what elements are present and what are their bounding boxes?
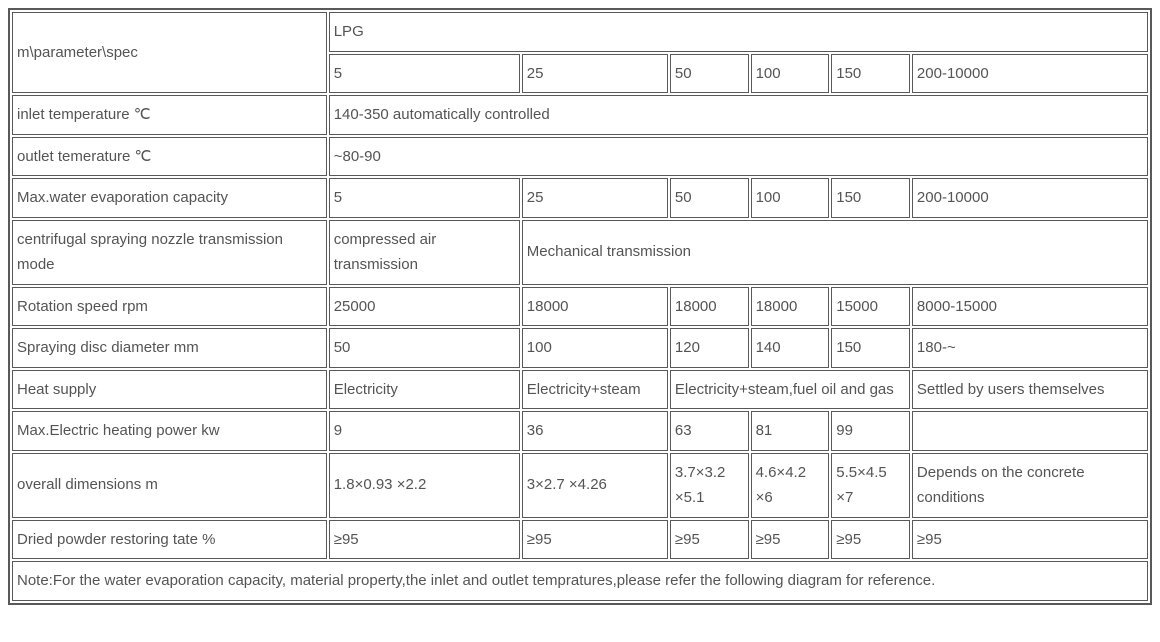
max-electric-3: 81 [751, 411, 830, 451]
max-evap-4: 150 [831, 178, 910, 218]
heat-supply-label: Heat supply [12, 370, 327, 410]
overall-dim-2: 3.7×3.2 ×5.1 [670, 453, 749, 518]
outlet-temp-label: outlet temerature ℃ [12, 137, 327, 177]
max-electric-2: 63 [670, 411, 749, 451]
nozzle-mode-label: centrifugal spraying nozzle transmission… [12, 220, 327, 285]
nozzle-mode-compressed: compressed air transmission [329, 220, 520, 285]
max-electric-1: 36 [522, 411, 668, 451]
disc-diameter-4: 150 [831, 328, 910, 368]
max-electric-5 [912, 411, 1148, 451]
header-col-3: 100 [751, 54, 830, 94]
nozzle-mode-mechanical: Mechanical transmission [522, 220, 1148, 285]
max-electric-4: 99 [831, 411, 910, 451]
dried-powder-5: ≥95 [912, 520, 1148, 560]
rotation-speed-label: Rotation speed rpm [12, 287, 327, 327]
overall-dim-3: 4.6×4.2 ×6 [751, 453, 830, 518]
dried-powder-4: ≥95 [831, 520, 910, 560]
rotation-speed-1: 18000 [522, 287, 668, 327]
note-row: Note:For the water evaporation capacity,… [12, 561, 1148, 601]
disc-diameter-1: 100 [522, 328, 668, 368]
heat-supply-elec-steam: Electricity+steam [522, 370, 668, 410]
inlet-temp-label: inlet temperature ℃ [12, 95, 327, 135]
rotation-speed-4: 15000 [831, 287, 910, 327]
heat-supply-electricity: Electricity [329, 370, 520, 410]
max-evap-1: 25 [522, 178, 668, 218]
disc-diameter-label: Spraying disc diameter mm [12, 328, 327, 368]
header-lpg: LPG [329, 12, 1148, 52]
overall-dim-1: 3×2.7 ×4.26 [522, 453, 668, 518]
dried-powder-3: ≥95 [751, 520, 830, 560]
rotation-speed-5: 8000-15000 [912, 287, 1148, 327]
header-col-2: 50 [670, 54, 749, 94]
header-col-0: 5 [329, 54, 520, 94]
overall-dim-4: 5.5×4.5 ×7 [831, 453, 910, 518]
max-evap-3: 100 [751, 178, 830, 218]
max-evap-label: Max.water evaporation capacity [12, 178, 327, 218]
header-col-5: 200-10000 [912, 54, 1148, 94]
rotation-speed-3: 18000 [751, 287, 830, 327]
overall-dim-5: Depends on the concrete conditions [912, 453, 1148, 518]
heat-supply-elec-steam-fuel: Electricity+steam,fuel oil and gas [670, 370, 910, 410]
dried-powder-1: ≥95 [522, 520, 668, 560]
max-electric-label: Max.Electric heating power kw [12, 411, 327, 451]
spec-table: m\parameter\spec LPG 5 25 50 100 150 200… [8, 8, 1152, 605]
max-evap-5: 200-10000 [912, 178, 1148, 218]
overall-dim-label: overall dimensions m [12, 453, 327, 518]
disc-diameter-2: 120 [670, 328, 749, 368]
header-col-4: 150 [831, 54, 910, 94]
max-evap-2: 50 [670, 178, 749, 218]
dried-powder-0: ≥95 [329, 520, 520, 560]
outlet-temp-value: ~80-90 [329, 137, 1148, 177]
heat-supply-settled: Settled by users themselves [912, 370, 1148, 410]
disc-diameter-3: 140 [751, 328, 830, 368]
dried-powder-label: Dried powder restoring tate % [12, 520, 327, 560]
header-param-label: m\parameter\spec [12, 12, 327, 93]
inlet-temp-value: 140-350 automatically controlled [329, 95, 1148, 135]
max-electric-0: 9 [329, 411, 520, 451]
overall-dim-0: 1.8×0.93 ×2.2 [329, 453, 520, 518]
max-evap-0: 5 [329, 178, 520, 218]
rotation-speed-0: 25000 [329, 287, 520, 327]
disc-diameter-5: 180-~ [912, 328, 1148, 368]
disc-diameter-0: 50 [329, 328, 520, 368]
header-col-1: 25 [522, 54, 668, 94]
rotation-speed-2: 18000 [670, 287, 749, 327]
dried-powder-2: ≥95 [670, 520, 749, 560]
